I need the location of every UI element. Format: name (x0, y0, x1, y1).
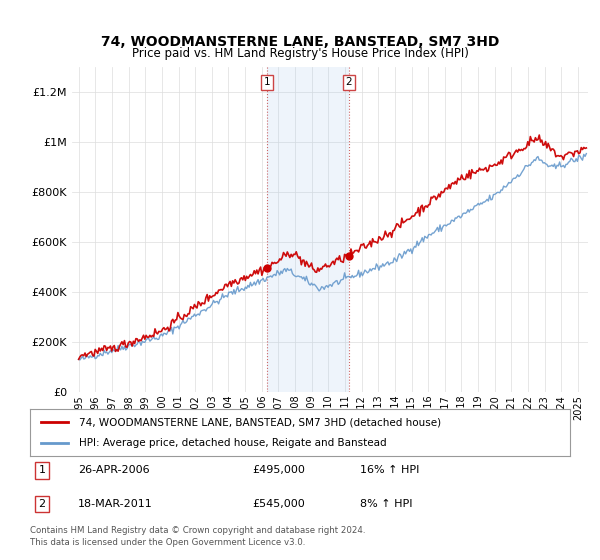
Text: Price paid vs. HM Land Registry's House Price Index (HPI): Price paid vs. HM Land Registry's House … (131, 46, 469, 60)
Text: 2: 2 (346, 77, 352, 87)
Bar (267, 67, 349, 392)
Text: £495,000: £495,000 (252, 465, 305, 475)
Text: 18-MAR-2011: 18-MAR-2011 (78, 499, 153, 509)
Text: HPI: Average price, detached house, Reigate and Banstead: HPI: Average price, detached house, Reig… (79, 438, 386, 448)
Text: 74, WOODMANSTERNE LANE, BANSTEAD, SM7 3HD (detached house): 74, WOODMANSTERNE LANE, BANSTEAD, SM7 3H… (79, 417, 441, 427)
Text: 16% ↑ HPI: 16% ↑ HPI (360, 465, 419, 475)
Text: 1: 1 (264, 77, 271, 87)
Text: Contains HM Land Registry data © Crown copyright and database right 2024.: Contains HM Land Registry data © Crown c… (30, 526, 365, 535)
Text: 26-APR-2006: 26-APR-2006 (78, 465, 149, 475)
Text: This data is licensed under the Open Government Licence v3.0.: This data is licensed under the Open Gov… (30, 539, 305, 548)
Text: 8% ↑ HPI: 8% ↑ HPI (360, 499, 413, 509)
Text: 2: 2 (38, 499, 46, 509)
Text: 74, WOODMANSTERNE LANE, BANSTEAD, SM7 3HD: 74, WOODMANSTERNE LANE, BANSTEAD, SM7 3H… (101, 35, 499, 49)
Text: 1: 1 (38, 465, 46, 475)
Text: £545,000: £545,000 (252, 499, 305, 509)
